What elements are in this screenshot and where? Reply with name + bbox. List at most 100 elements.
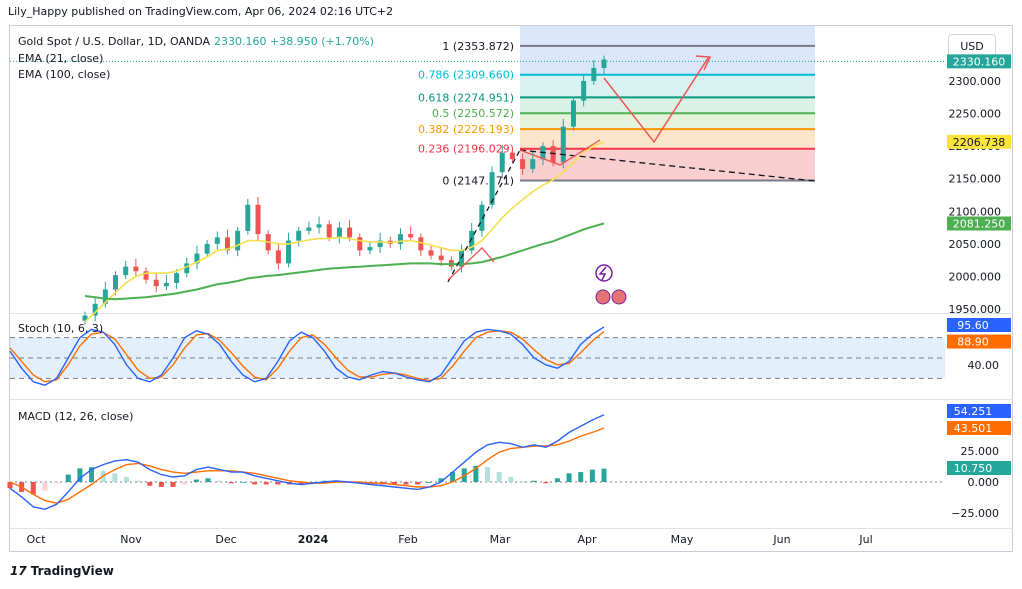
- macd-histogram-bar: [89, 467, 95, 482]
- time-axis-tick: Nov: [120, 533, 142, 546]
- candle-body: [174, 273, 180, 283]
- macd-histogram-bar: [42, 482, 48, 491]
- macd-histogram-bar: [135, 480, 141, 482]
- macd-tag: [947, 421, 1011, 435]
- macd-histogram-bar: [519, 482, 525, 483]
- price-tag: [947, 134, 1011, 149]
- candle-body: [570, 100, 576, 127]
- macd-histogram-bar: [228, 482, 234, 484]
- fib-level-label: 0.618 (2274.951): [418, 91, 514, 104]
- macd-tag-label: 10.750: [954, 462, 993, 475]
- macd-histogram-bar: [30, 482, 36, 495]
- candle-body: [286, 240, 292, 264]
- price-axis-tick: 1950.000: [949, 303, 1002, 316]
- candle-body: [438, 255, 444, 261]
- price-axis-tick: 2150.000: [949, 173, 1002, 186]
- candle-body: [326, 224, 332, 238]
- candle-body: [184, 263, 190, 274]
- macd-axis-tick: 0.000: [968, 476, 1000, 489]
- candle-body: [601, 59, 607, 68]
- candle-body: [163, 282, 169, 287]
- macd-histogram-bar: [473, 465, 479, 482]
- fib-level-label: 1 (2353.872): [442, 40, 514, 53]
- price-tag: [947, 216, 1011, 231]
- macd-tag-label: 54.251: [954, 405, 993, 418]
- candle-body: [306, 227, 312, 231]
- price-tag-label: 2081.250: [953, 218, 1006, 231]
- macd-histogram-bar: [298, 482, 304, 485]
- macd-histogram-bar: [531, 480, 537, 482]
- fib-level-label: 0 (2147.271): [442, 174, 514, 187]
- candle-body: [550, 146, 556, 163]
- candle-body: [153, 279, 159, 287]
- macd-tag: [947, 461, 1011, 475]
- fib-zone: [520, 26, 815, 46]
- candle-body: [357, 237, 363, 251]
- candle-body: [235, 230, 241, 251]
- price-axis-tick: 2100.000: [949, 205, 1002, 218]
- macd-signal-line: [9, 427, 605, 504]
- candle-body: [489, 172, 495, 205]
- macd-histogram-bar: [123, 477, 129, 482]
- stoch-tag-label: 88.90: [957, 336, 989, 349]
- candle-body: [245, 204, 251, 231]
- fib-zone: [520, 74, 815, 98]
- candle-body: [143, 271, 149, 280]
- time-axis-tick: May: [671, 533, 694, 546]
- candle-body: [336, 227, 342, 238]
- macd-histogram-bar: [170, 482, 176, 487]
- ema21-line: [84, 141, 605, 323]
- candle-body: [469, 230, 475, 251]
- macd-histogram-bar: [205, 478, 211, 482]
- time-axis-tick: Jul: [858, 533, 872, 546]
- candle-body: [194, 253, 200, 264]
- price-tag: [947, 54, 1011, 69]
- macd-histogram-bar: [543, 482, 549, 484]
- candle-body: [530, 159, 536, 169]
- candle-body: [591, 67, 597, 81]
- ema100-line: [84, 222, 605, 301]
- candle-body: [92, 303, 98, 316]
- macd-histogram-bar: [450, 472, 456, 482]
- currency-button[interactable]: USD: [948, 34, 996, 58]
- stoch-k-line: [9, 326, 605, 386]
- legend-change: +38.950 (+1.70%): [270, 35, 374, 48]
- price-axis-tick: 2300.000: [949, 75, 1002, 88]
- time-axis-tick: Feb: [398, 533, 417, 546]
- macd-histogram-bar: [112, 473, 118, 482]
- ema21-legend: EMA (21, close): [18, 52, 103, 65]
- candle-body: [509, 152, 515, 160]
- tradingview-logo-icon: 17: [10, 564, 27, 578]
- time-axis-tick: Oct: [26, 533, 46, 546]
- fib-level-label: 0.382 (2226.193): [418, 123, 514, 136]
- macd-histogram-bar: [77, 468, 83, 482]
- fib-zone: [520, 97, 815, 114]
- macd-histogram-bar: [182, 482, 188, 485]
- candle-body: [347, 227, 353, 238]
- candle-body: [408, 234, 414, 238]
- projection-path: [447, 247, 495, 281]
- macd-histogram-bar: [415, 482, 421, 485]
- stoch-tag: [947, 317, 1011, 332]
- candle-body: [204, 243, 210, 254]
- candle-body: [275, 250, 281, 264]
- event-flash-icon: [595, 264, 613, 282]
- stoch-tag-label: 95.60: [957, 319, 989, 332]
- macd-histogram-bar: [240, 482, 246, 483]
- candle-body: [224, 237, 230, 251]
- time-axis-tick: Dec: [215, 533, 236, 546]
- candle-body: [479, 204, 485, 231]
- time-axis-tick: Mar: [490, 533, 511, 546]
- stoch-d-line: [9, 330, 605, 383]
- macd-histogram-bar: [601, 468, 607, 482]
- macd-legend: MACD (12, 26, close): [18, 410, 133, 423]
- candle-body: [499, 152, 505, 173]
- footer-brand: 17 TradingView: [10, 564, 114, 578]
- fib-level-label: 0.236 (2196.029): [418, 143, 514, 156]
- macd-histogram-bar: [7, 482, 13, 489]
- candle-body: [428, 250, 434, 256]
- macd-histogram-bar: [217, 480, 223, 482]
- projection-arrowhead: [695, 55, 712, 71]
- candle-body: [214, 237, 220, 244]
